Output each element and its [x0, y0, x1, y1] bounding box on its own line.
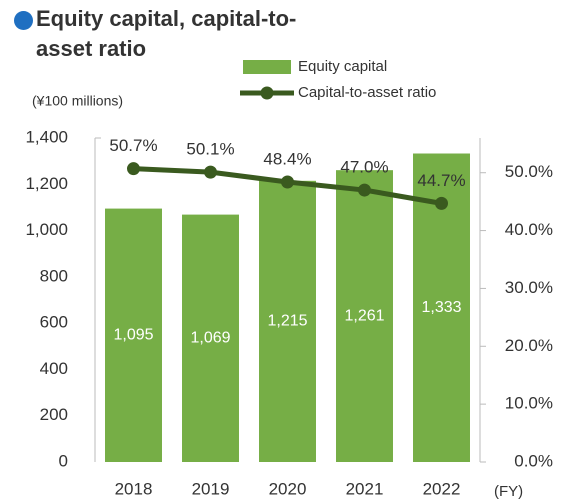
x-tick-label: 2021 [346, 479, 384, 498]
bar-label: 1,069 [190, 330, 230, 347]
ratio-point [127, 162, 140, 176]
bar-label: 1,333 [421, 299, 461, 316]
chart-title: Equity capital, capital-to-asset ratio [36, 6, 297, 61]
line-label: 50.1% [186, 140, 234, 159]
title-bullet [14, 11, 33, 30]
ratio-point [435, 196, 448, 210]
y2-tick-label: 40.0% [505, 220, 553, 239]
line-label: 44.7% [417, 171, 465, 190]
line-label: 50.7% [109, 136, 157, 155]
x-axis-label: (FY) [494, 483, 523, 500]
y-tick-label: 200 [40, 405, 68, 424]
ratio-point [204, 165, 217, 179]
y-tick-label: 600 [40, 313, 68, 332]
y-axis-label: (¥100 millions) [32, 93, 123, 109]
y-tick-label: 800 [40, 266, 68, 285]
x-tick-label: 2020 [269, 479, 307, 498]
x-tick-label: 2018 [115, 479, 153, 498]
y2-tick-label: 0.0% [514, 451, 553, 470]
y2-tick-label: 50.0% [505, 162, 553, 181]
y-tick-label: 0 [59, 451, 68, 470]
y2-tick-label: 30.0% [505, 278, 553, 297]
bar-label: 1,215 [267, 313, 307, 330]
line-label: 48.4% [263, 149, 311, 168]
y2-tick-label: 20.0% [505, 336, 553, 355]
legend-label: Equity capital [298, 58, 387, 75]
bar [259, 180, 316, 463]
y-tick-label: 1,200 [25, 174, 68, 193]
bar-label: 1,095 [113, 327, 153, 344]
legend-label: Capital-to-asset ratio [298, 84, 436, 101]
line-label: 47.0% [340, 158, 388, 177]
bar [105, 208, 162, 462]
ratio-point [281, 175, 294, 189]
bar-label: 1,261 [344, 307, 384, 324]
bar [336, 170, 393, 462]
y-tick-label: 1,400 [25, 127, 68, 146]
x-tick-label: 2022 [423, 479, 461, 498]
bar [182, 214, 239, 462]
y2-tick-label: 10.0% [505, 394, 553, 413]
y-tick-label: 400 [40, 359, 68, 378]
y-tick-label: 1,000 [25, 220, 68, 239]
ratio-point [358, 183, 371, 197]
legend-swatch [243, 60, 291, 74]
x-tick-label: 2019 [192, 479, 230, 498]
legend-swatch [260, 86, 274, 100]
